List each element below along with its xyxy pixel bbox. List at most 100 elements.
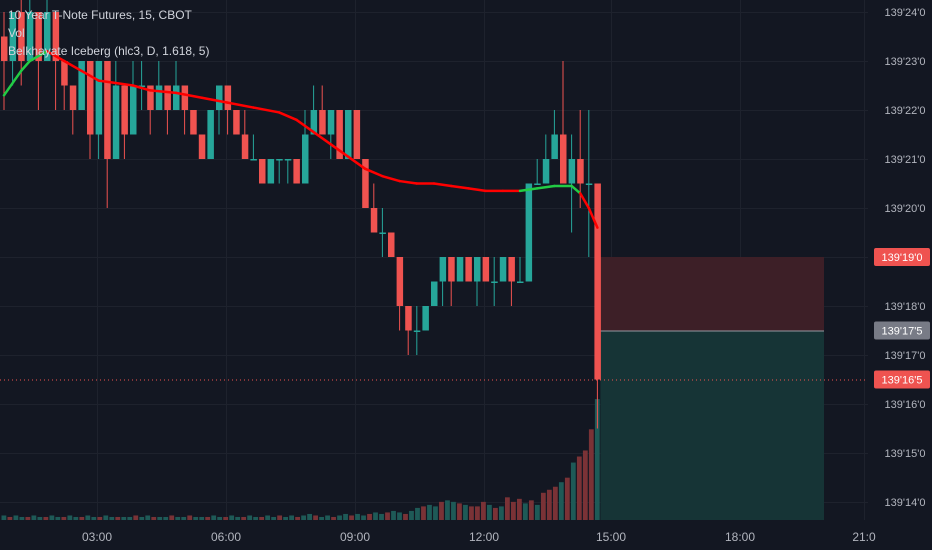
candle [164, 85, 171, 110]
belkhayate-line [200, 96, 229, 104]
volume-bar [516, 498, 522, 520]
candle [319, 110, 326, 135]
volume-bar [199, 516, 205, 520]
volume-bar [259, 516, 265, 520]
price-tick-label: 139'17'0 [885, 350, 926, 362]
belkhayate-line [587, 206, 599, 229]
candle [405, 306, 412, 331]
candle [155, 85, 163, 110]
take-profit-zone [600, 330, 824, 520]
volume-bar [331, 516, 336, 520]
candle [147, 85, 154, 110]
candle [568, 159, 576, 184]
volume-bar [564, 477, 570, 520]
time-tick-label: 09:00 [340, 530, 370, 544]
volume-bar [181, 516, 187, 520]
volume-bar [19, 516, 25, 520]
volume-bar [187, 515, 193, 520]
belkhayate-line [467, 187, 487, 193]
volume-bar [223, 516, 229, 520]
candle [336, 110, 343, 159]
candle [448, 257, 455, 282]
volume-bar [463, 504, 468, 520]
belkhayate-line [174, 91, 204, 99]
volume-bar [409, 510, 414, 520]
belkhayate-line [578, 192, 591, 210]
volume-bar [271, 516, 277, 520]
volume-bar [319, 516, 324, 520]
volume-bar [175, 516, 181, 520]
symbol-title[interactable]: 10 Year T-Note Futures, 15, CBOT [8, 8, 192, 22]
belkhayate-line [97, 79, 118, 85]
volume-bar [576, 456, 582, 520]
candle [439, 257, 447, 282]
volume-legend[interactable]: Vol [8, 26, 25, 40]
candle [241, 134, 249, 159]
volume-bar [133, 515, 139, 520]
time-tick-label: 03:00 [82, 530, 112, 544]
volume-bar [528, 500, 534, 520]
belkhayate-line [398, 179, 419, 185]
volume-bar [540, 492, 546, 520]
candle [293, 159, 300, 184]
candle [207, 110, 214, 159]
volume-bar [499, 506, 504, 520]
volume-bar [427, 504, 432, 520]
volume-bar [121, 516, 127, 520]
belkhayate-line [277, 111, 298, 122]
volume-bar [355, 513, 360, 520]
candle [267, 159, 275, 184]
volume-bar [241, 516, 247, 520]
candle [431, 281, 438, 306]
time-tick-label: 12:00 [469, 530, 499, 544]
candle [190, 110, 197, 135]
candle [310, 110, 318, 135]
time-tick-label: 18:00 [725, 530, 755, 544]
stop-loss-zone [600, 257, 824, 331]
volume-bar [361, 515, 366, 520]
candle [61, 61, 68, 86]
volume-bar [169, 515, 175, 520]
volume-bar [445, 500, 450, 520]
volume-bar [13, 515, 19, 520]
candle [9, 12, 17, 61]
volume-bar [301, 515, 306, 520]
candle [577, 159, 584, 184]
belkhayate-line [19, 59, 32, 73]
candle [474, 257, 481, 282]
volume-bar [31, 515, 37, 520]
candle [302, 134, 309, 184]
belkhayate-line [449, 184, 470, 190]
volume-bar [469, 506, 474, 520]
belkhayate-line [432, 182, 453, 188]
volume-bar [193, 516, 199, 520]
volume-bar [552, 486, 558, 520]
volume-bar [385, 512, 390, 520]
candle [362, 159, 369, 208]
candle [78, 61, 85, 110]
volume-bar [37, 516, 43, 520]
candle [456, 257, 464, 282]
volume-bar [415, 507, 420, 520]
volume-bar [295, 516, 300, 520]
candle [413, 330, 421, 332]
price-label-target: 139'17'5 [882, 326, 923, 338]
indicator-legend[interactable]: Belkhayate Iceberg (hlc3, D, 1.618, 5) [8, 44, 210, 58]
belkhayate-line [45, 49, 66, 63]
volume-bar [91, 516, 97, 520]
candle [276, 159, 283, 161]
volume-bar [235, 516, 241, 520]
time-tick-label: 15:00 [596, 530, 626, 544]
candle [396, 257, 404, 306]
candle [233, 110, 240, 135]
candle [482, 257, 490, 282]
price-label-target-bg [874, 321, 930, 340]
belkhayate-line [62, 59, 83, 73]
candle [491, 281, 498, 283]
volume-bar [1, 515, 7, 520]
volume-bar [373, 512, 378, 520]
volume-bar [451, 501, 456, 520]
belkhayate-line [131, 84, 152, 92]
volume-bar [337, 515, 342, 520]
